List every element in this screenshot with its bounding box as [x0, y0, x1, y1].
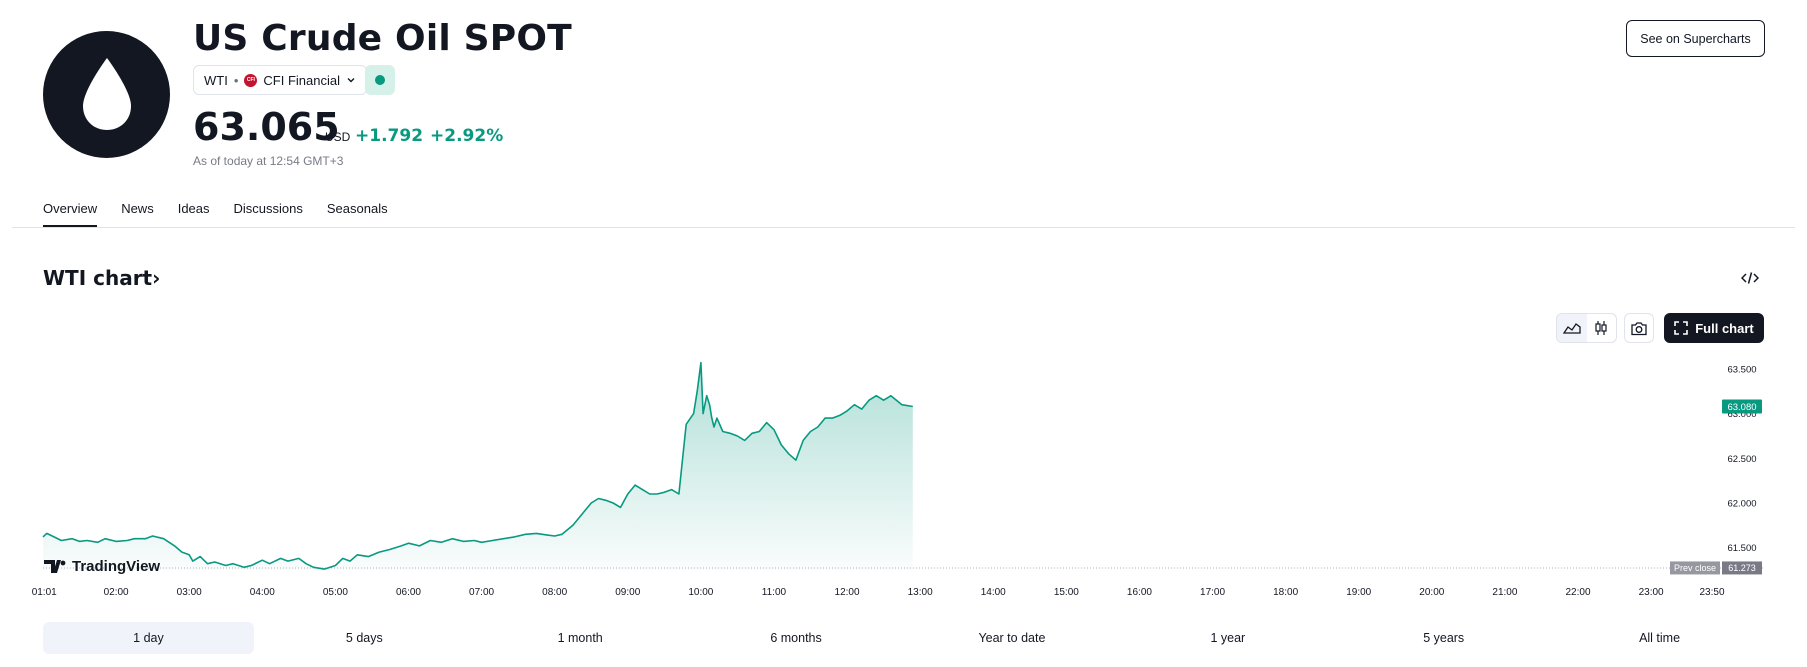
- change-percent: +2.92%: [430, 126, 504, 146]
- price-area-fill: [43, 362, 913, 570]
- camera-icon: [1631, 321, 1647, 335]
- full-chart-label: Full chart: [1695, 320, 1754, 336]
- oil-drop-icon: [82, 57, 131, 130]
- expand-icon: [1674, 321, 1689, 335]
- x-tick-label: 23:00: [1639, 587, 1664, 598]
- current-price-tag: 63.080: [1722, 399, 1762, 414]
- snapshot-button[interactable]: [1624, 313, 1654, 343]
- prev-close-value-bg: [1722, 561, 1762, 575]
- x-tick-label: 02:00: [104, 587, 129, 598]
- x-tick-label: 03:00: [177, 587, 202, 598]
- full-chart-button[interactable]: Full chart: [1664, 313, 1764, 343]
- x-tick-label: 08:00: [542, 587, 567, 598]
- change-absolute: +1.792: [355, 126, 424, 146]
- x-tick-label: 17:00: [1200, 587, 1225, 598]
- y-tick-label: 63.500: [1727, 364, 1756, 375]
- as-of-timestamp: As of today at 12:54 GMT+3: [193, 154, 344, 168]
- y-tick-label: 63.000: [1727, 409, 1756, 420]
- exchange-label: CFI Financial: [263, 72, 340, 88]
- see-on-supercharts-button[interactable]: See on Supercharts: [1626, 20, 1765, 57]
- range-1-month[interactable]: 1 month: [557, 631, 603, 645]
- symbol-exchange-selector[interactable]: WTI • CFI CFI Financial: [193, 65, 367, 95]
- prev-close-tag: Prev close 61.273: [1670, 561, 1762, 575]
- y-axis-ticks: 61.500 62.000 62.500 63.000 63.500: [1727, 364, 1756, 554]
- oil-drop-logo: [43, 31, 170, 158]
- x-axis-ticks: 01:01 02:00 03:00 04:00 05:00 06:00 07:00 08:00…: [32, 587, 1725, 598]
- embed-code-icon[interactable]: [1740, 271, 1760, 288]
- x-tick-label: 12:00: [835, 587, 860, 598]
- y-tick-label: 62.000: [1727, 498, 1756, 509]
- x-tick-label: 13:00: [908, 587, 933, 598]
- range-year-to-date[interactable]: Year to date: [978, 631, 1046, 645]
- chevron-down-icon: [347, 78, 355, 83]
- prev-close-value: 61.273: [1728, 563, 1756, 573]
- tab-seasonals[interactable]: Seasonals: [326, 201, 388, 216]
- x-tick-label: 07:00: [469, 587, 494, 598]
- tab-news[interactable]: News: [121, 201, 154, 216]
- tradingview-wordmark: TradingView: [72, 558, 160, 575]
- range-6-months[interactable]: 6 months: [770, 631, 822, 645]
- x-tick-label: 15:00: [1054, 587, 1079, 598]
- tab-divider: [12, 227, 1795, 228]
- current-price: 63.065: [193, 105, 340, 149]
- range-5-days[interactable]: 5 days: [345, 631, 383, 645]
- chart-style-toggle: [1556, 313, 1617, 343]
- area-style-button[interactable]: [1557, 314, 1587, 342]
- currency-label: USD: [325, 130, 351, 144]
- time-range-selector: 1 day 5 days 1 month 6 months Year to da…: [43, 622, 1765, 654]
- prev-close-title-bg: [1670, 561, 1720, 575]
- candlestick-icon: [1595, 321, 1607, 335]
- exchange-logo: CFI: [244, 73, 258, 87]
- current-price-tag-label: 63.080: [1727, 402, 1756, 413]
- market-open-dot: [375, 75, 385, 85]
- x-tick-label: 09:00: [615, 587, 640, 598]
- y-tick-label: 61.500: [1727, 543, 1756, 554]
- price-series-line: [42, 361, 913, 570]
- y-tick-label: 62.500: [1727, 454, 1756, 465]
- x-tick-label: 11:00: [762, 587, 787, 598]
- current-price-tag-bg: [1722, 399, 1762, 414]
- area-chart-icon: [1562, 323, 1581, 334]
- chart-title-link[interactable]: WTI chart›: [43, 266, 161, 290]
- tab-discussions[interactable]: Discussions: [233, 201, 303, 216]
- ticker-label: WTI: [204, 72, 228, 88]
- tab-ideas[interactable]: Ideas: [177, 201, 210, 216]
- range-1-year[interactable]: 1 year: [1210, 631, 1246, 645]
- x-tick-label: 18:00: [1273, 587, 1298, 598]
- x-tick-label: 01:01: [32, 587, 57, 598]
- separator-dot: •: [233, 72, 239, 88]
- x-tick-label: 19:00: [1346, 587, 1371, 598]
- range-all-time[interactable]: All time: [1639, 631, 1681, 645]
- range-1-day[interactable]: 1 day: [43, 622, 254, 654]
- candles-style-button[interactable]: [1587, 314, 1617, 342]
- x-tick-label: 16:00: [1127, 587, 1152, 598]
- x-tick-label: 23:50: [1700, 587, 1725, 598]
- x-tick-label: 10:00: [688, 587, 713, 598]
- range-5-years[interactable]: 5 years: [1423, 631, 1465, 645]
- prev-close-title: Prev close: [1674, 563, 1716, 573]
- market-status-indicator[interactable]: [365, 65, 395, 95]
- x-tick-label: 04:00: [250, 587, 275, 598]
- tab-overview[interactable]: Overview: [43, 201, 98, 228]
- tab-bar: Overview News Ideas Discussions Seasonal…: [43, 201, 412, 228]
- x-tick-label: 21:00: [1492, 587, 1517, 598]
- price-change: +1.792 +2.92%: [355, 126, 503, 146]
- tradingview-logo-icon: [44, 560, 61, 573]
- x-tick-label: 22:00: [1565, 587, 1590, 598]
- x-tick-label: 05:00: [323, 587, 348, 598]
- x-tick-label: 06:00: [396, 587, 421, 598]
- tradingview-watermark: TradingView: [44, 558, 160, 575]
- x-tick-label: 20:00: [1419, 587, 1444, 598]
- x-tick-label: 14:00: [981, 587, 1006, 598]
- tradingview-logo-dot: [60, 560, 66, 566]
- page-title: US Crude Oil SPOT: [193, 18, 572, 59]
